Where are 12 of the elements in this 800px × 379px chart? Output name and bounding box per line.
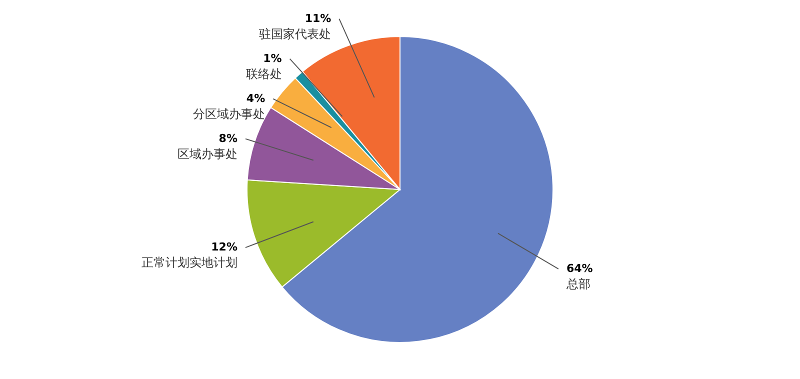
slice-label: 驻国家代表处 [259, 26, 332, 41]
data-label: 12% [211, 240, 238, 254]
slice-label: 区域办事处 [177, 146, 238, 161]
data-label: 8% [218, 132, 238, 145]
slice-label: 总部 [565, 276, 590, 291]
data-label: 64% [566, 262, 593, 275]
data-label: 4% [246, 92, 266, 105]
slice-label: 联络处 [246, 66, 282, 81]
data-label: 11% [304, 12, 332, 25]
slice-label: 正常计划实地计划 [141, 256, 238, 270]
data-label: 1% [263, 52, 282, 65]
slice-label: 分区域办事处 [193, 106, 266, 121]
